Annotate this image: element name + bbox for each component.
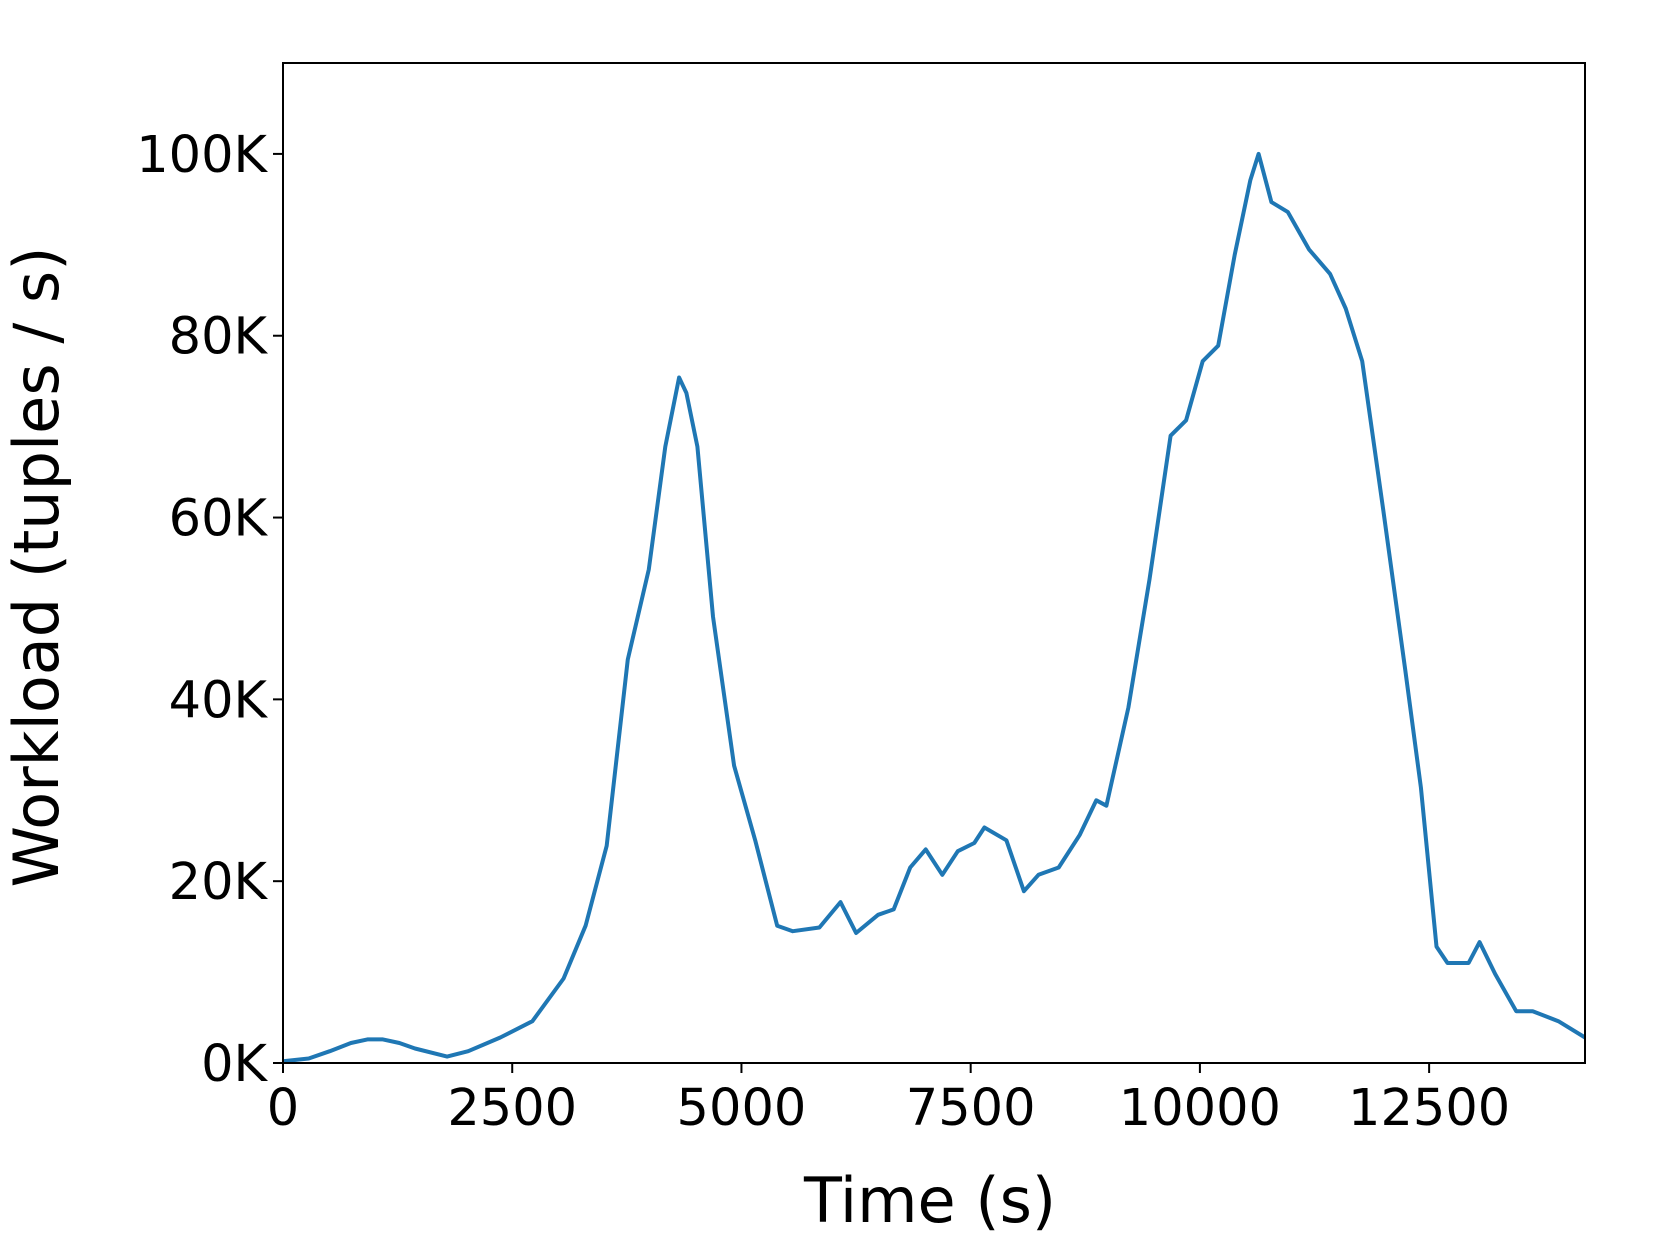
x-tick-label: 0 bbox=[267, 1079, 299, 1138]
x-tick-label: 12500 bbox=[1348, 1079, 1510, 1138]
x-tick-label: 5000 bbox=[677, 1079, 807, 1138]
y-tick-label: 40K bbox=[169, 671, 269, 730]
y-tick-label: 60K bbox=[169, 490, 269, 549]
x-tick-label: 7500 bbox=[906, 1079, 1036, 1138]
y-tick-label: 20K bbox=[169, 853, 269, 912]
y-tick-label: 0K bbox=[201, 1035, 268, 1094]
plot-frame bbox=[282, 62, 1586, 1064]
x-axis-label: Time (s) bbox=[803, 1164, 1056, 1237]
y-tick-label: 80K bbox=[169, 308, 269, 367]
x-tick-label: 10000 bbox=[1119, 1079, 1281, 1138]
y-tick-label: 100K bbox=[136, 126, 268, 185]
line bbox=[282, 151, 1587, 1064]
y-axis-label: Workload (tuples / s) bbox=[0, 247, 73, 888]
x-tick-label: 2500 bbox=[447, 1079, 577, 1138]
